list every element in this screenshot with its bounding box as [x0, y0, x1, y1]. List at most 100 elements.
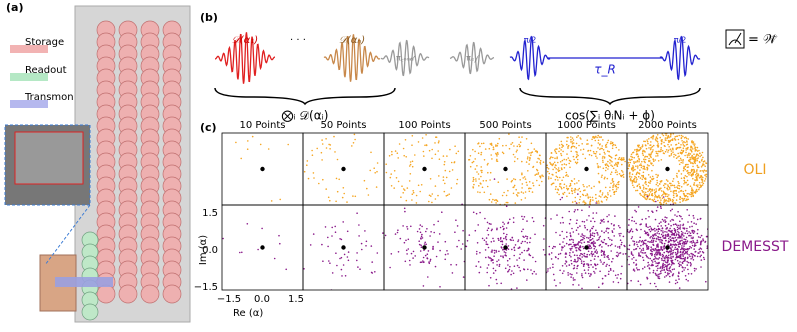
sample-point: [619, 173, 621, 175]
sample-point: [638, 241, 640, 243]
sample-point: [666, 138, 668, 140]
sample-point: [521, 191, 523, 193]
sample-point: [527, 242, 529, 244]
sample-point: [369, 170, 371, 172]
sample-point: [635, 223, 637, 225]
sample-point: [693, 215, 695, 217]
sample-point: [694, 163, 696, 165]
sample-point: [687, 248, 689, 250]
sample-point: [587, 244, 589, 246]
sample-point: [587, 194, 589, 196]
sample-point: [507, 264, 509, 266]
sample-point: [666, 179, 668, 181]
sample-point: [600, 244, 602, 246]
sample-point: [662, 264, 664, 266]
sample-point: [621, 266, 623, 268]
sample-point: [656, 258, 658, 260]
sample-point: [529, 181, 531, 183]
sample-point: [693, 248, 695, 250]
sample-point: [509, 266, 511, 268]
sample-point: [702, 251, 704, 253]
sample-point: [505, 268, 507, 270]
sample-point: [481, 143, 483, 145]
sample-point: [702, 184, 704, 186]
sample-point: [613, 224, 615, 226]
sample-point: [558, 167, 560, 169]
sample-point: [593, 235, 595, 237]
sample-point: [615, 245, 617, 247]
sample-point: [694, 157, 696, 159]
sample-point: [672, 148, 674, 150]
sample-point: [656, 232, 658, 234]
sample-point: [669, 263, 671, 265]
sample-point: [616, 174, 618, 176]
sample-point: [311, 150, 313, 152]
sample-point: [697, 256, 699, 258]
sample-point: [686, 199, 688, 201]
sample-point: [663, 220, 665, 222]
sample-point: [588, 273, 590, 275]
sample-point: [594, 245, 596, 247]
sample-point: [421, 234, 423, 236]
sample-point: [697, 219, 699, 221]
sample-point: [697, 157, 699, 159]
sample-point: [695, 190, 697, 192]
sample-point: [678, 273, 680, 275]
sample-point: [590, 260, 592, 262]
sample-point: [408, 239, 410, 241]
sample-point: [602, 283, 604, 285]
sample-point: [610, 143, 612, 145]
sample-point: [574, 183, 576, 185]
sample-point: [374, 172, 376, 174]
sample-point: [675, 136, 677, 138]
sample-point: [529, 158, 531, 160]
sample-point: [519, 257, 521, 259]
sample-point: [485, 257, 487, 259]
sample-point: [610, 268, 612, 270]
sample-point: [658, 249, 660, 251]
sample-point: [537, 158, 539, 160]
sample-point: [679, 164, 681, 166]
sample-point: [653, 244, 655, 246]
sample-point: [688, 231, 690, 233]
sample-point: [496, 251, 498, 253]
sample-point: [587, 139, 589, 141]
sample-point: [566, 153, 568, 155]
sample-point: [609, 187, 611, 189]
sample-point: [492, 262, 494, 264]
sample-point: [570, 151, 572, 153]
sample-point: [564, 184, 566, 186]
sample-point: [547, 171, 549, 173]
sample-point: [563, 159, 565, 161]
sample-point: [645, 145, 647, 147]
sample-point: [592, 232, 594, 234]
sample-point: [473, 212, 475, 214]
sample-point: [651, 264, 653, 266]
sample-point: [657, 268, 659, 270]
sample-point: [643, 191, 645, 193]
sample-point: [334, 226, 336, 228]
sample-point: [547, 270, 549, 272]
sample-point: [558, 151, 560, 153]
sample-point: [692, 257, 694, 259]
sample-point: [681, 258, 683, 260]
sample-point: [679, 256, 681, 258]
center-point: [260, 167, 264, 171]
sample-point: [631, 220, 633, 222]
sample-point: [670, 144, 672, 146]
sample-point: [601, 251, 603, 253]
sample-point: [495, 202, 497, 204]
sample-point: [675, 283, 677, 285]
sample-point: [222, 238, 224, 240]
sample-point: [584, 269, 586, 271]
sample-point: [687, 180, 689, 182]
sample-point: [607, 194, 609, 196]
sample-point: [428, 261, 430, 263]
sample-point: [569, 273, 571, 275]
sample-point: [522, 229, 524, 231]
sample-point: [668, 186, 670, 188]
sample-point: [268, 148, 270, 150]
sample-point: [712, 233, 714, 235]
sample-point: [675, 231, 677, 233]
sample-point: [693, 232, 695, 234]
